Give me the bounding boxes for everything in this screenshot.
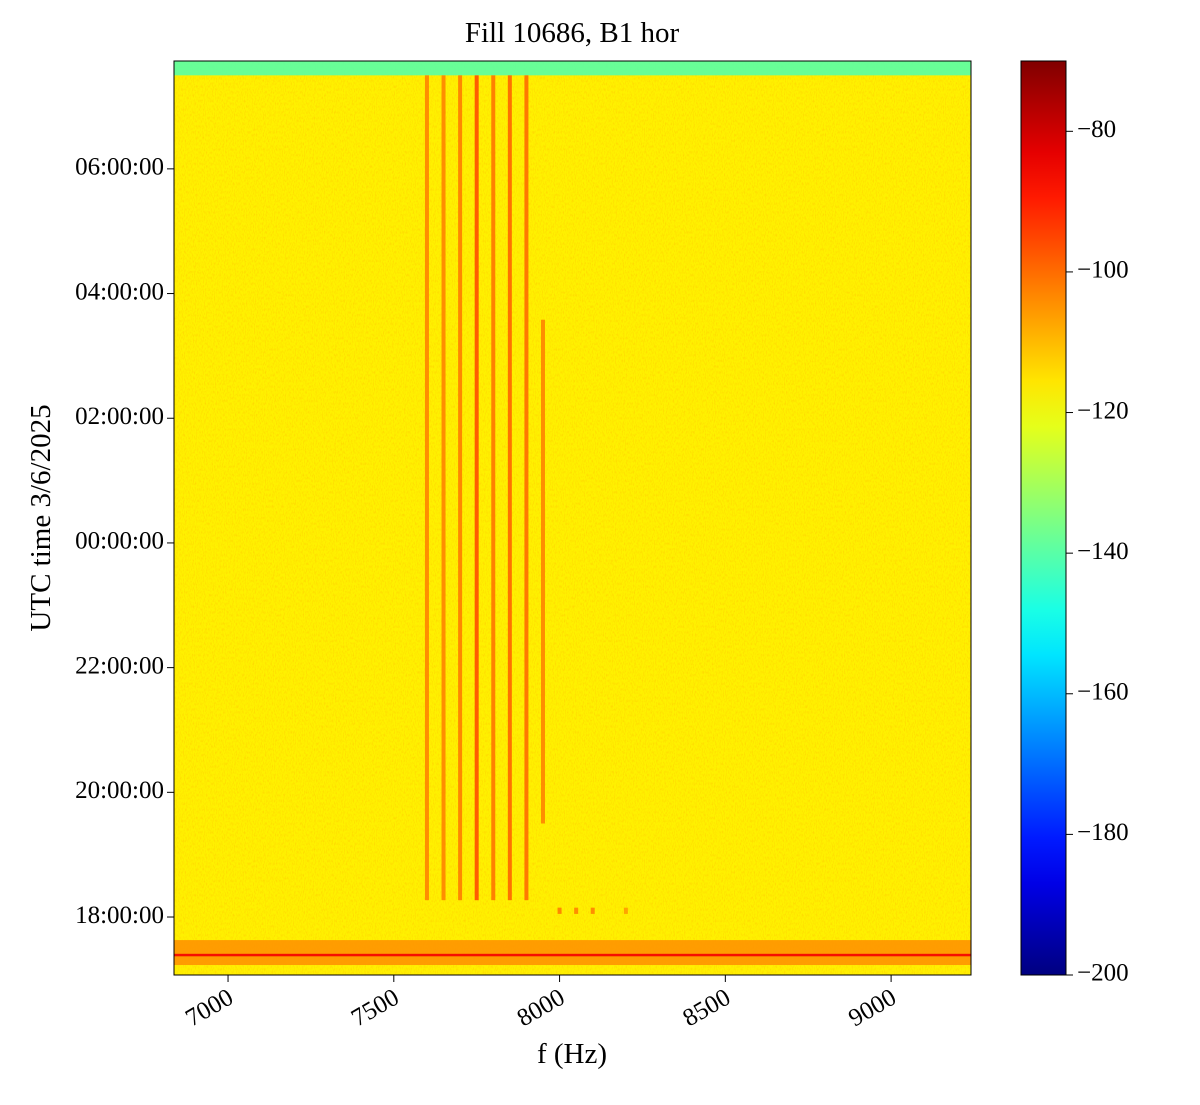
x-tick-label: 8000 [513,984,570,1032]
time-band [174,940,971,966]
x-tick-label: 9000 [844,984,901,1032]
frequency-line [424,75,429,901]
plot-frame [173,60,972,976]
frequency-line [590,907,595,914]
frequency-line [524,75,529,901]
y-tick-label: 18:00:00 [75,902,164,929]
frequency-line [540,319,545,824]
chart-title: Fill 10686, B1 hor [465,17,680,49]
y-axis-label: UTC time 3/6/2025 [25,404,57,631]
frequency-line [441,75,446,901]
y-tick-label: 20:00:00 [75,777,164,804]
frequency-line [474,75,479,901]
x-axis-label: f (Hz) [537,1038,607,1070]
colorbar-tick-label: −120 [1077,397,1129,424]
frequency-line [557,907,562,914]
y-tick-label: 02:00:00 [75,403,164,430]
plot-area [174,61,971,975]
time-band [174,953,971,957]
x-tick-label: 7000 [181,984,238,1032]
y-tick-label: 06:00:00 [75,154,164,181]
colorbar-tick-label: −200 [1077,960,1129,987]
y-tick-label: 00:00:00 [75,528,164,555]
frequency-line [623,907,628,914]
x-tick-label: 8500 [678,984,735,1032]
x-tick-label: 7500 [347,984,404,1032]
colorbar-tick-label: −140 [1077,538,1129,565]
colorbar-tick-label: −80 [1077,116,1116,143]
frequency-line [574,907,579,914]
y-tick-label: 22:00:00 [75,652,164,679]
frequency-line [491,75,496,901]
colorbar-tick-label: −100 [1077,257,1129,284]
colorbar-tick-label: −160 [1077,679,1129,706]
y-tick-label: 04:00:00 [75,278,164,305]
frequency-line [458,75,463,901]
noise-texture [174,61,971,975]
frequency-line [507,75,512,901]
time-band [174,61,971,76]
colorbar [1020,60,1067,976]
colorbar-tick-label: −180 [1077,819,1129,846]
